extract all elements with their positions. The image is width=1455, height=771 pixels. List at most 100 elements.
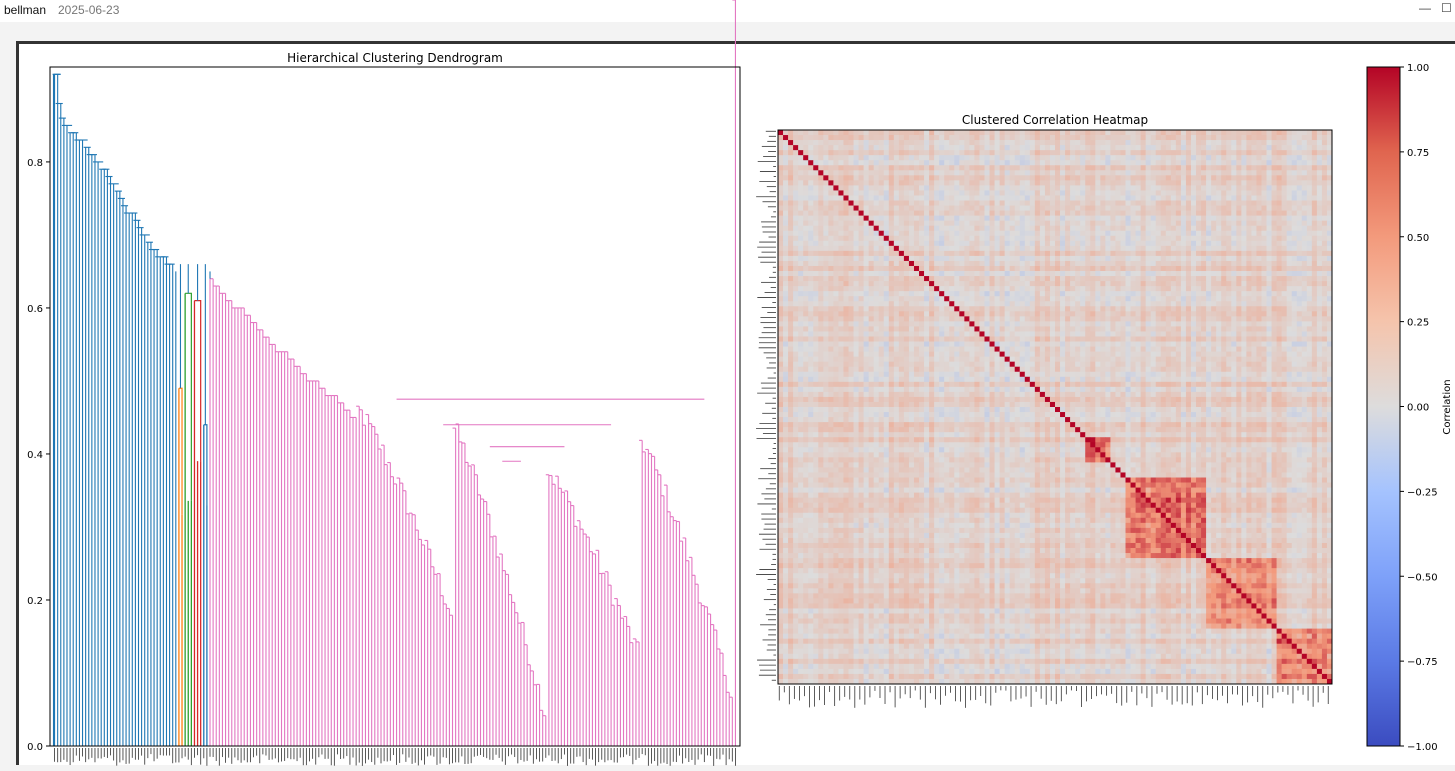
heatmap-cell xyxy=(858,245,864,252)
heatmap-cell xyxy=(783,205,789,211)
heatmap-cell xyxy=(1060,135,1066,141)
heatmap-cell xyxy=(823,145,829,151)
heatmap-cell xyxy=(1090,271,1096,277)
heatmap-cell xyxy=(1029,311,1036,317)
heatmap-cell xyxy=(898,255,905,262)
heatmap-cell xyxy=(863,286,869,292)
heatmap-cell xyxy=(919,130,925,136)
heatmap-cell xyxy=(1105,155,1111,161)
heatmap-cell xyxy=(1075,190,1081,196)
minimize-button[interactable]: — xyxy=(1419,1,1431,15)
heatmap-cell xyxy=(1029,155,1036,161)
heatmap-cell xyxy=(1170,180,1177,186)
heatmap-cell xyxy=(1221,291,1227,297)
heatmap-cell xyxy=(848,165,854,171)
heatmap-cell xyxy=(1070,220,1076,226)
heatmap-cell xyxy=(1095,230,1101,237)
heatmap-cell xyxy=(969,130,975,136)
heatmap-cell xyxy=(964,160,970,166)
heatmap-cell xyxy=(1044,250,1051,257)
heatmap-cell xyxy=(1256,170,1262,176)
heatmap-cell xyxy=(989,165,995,171)
heatmap-cell xyxy=(1100,215,1106,221)
heatmap-cell xyxy=(1201,145,1207,151)
heatmap-cell xyxy=(843,190,849,196)
heatmap-cell xyxy=(989,316,995,322)
heatmap-cell xyxy=(944,255,950,262)
heatmap-cell xyxy=(1075,140,1081,146)
heatmap-cell xyxy=(1120,170,1126,176)
heatmap-cell xyxy=(878,160,885,166)
heatmap-cell xyxy=(1271,220,1277,226)
heatmap-cell xyxy=(1039,175,1046,181)
heatmap-cell xyxy=(1221,210,1227,216)
heatmap-cell xyxy=(1100,220,1106,226)
heatmap-cell xyxy=(1236,210,1242,216)
heatmap-cell xyxy=(1271,240,1277,247)
heatmap-cell xyxy=(1231,150,1237,156)
heatmap-cell xyxy=(1110,255,1116,262)
heatmap-cell xyxy=(1311,255,1318,262)
heatmap-cell xyxy=(908,286,915,292)
heatmap-cell xyxy=(1004,296,1010,302)
heatmap-cell xyxy=(1286,311,1293,317)
heatmap-cell xyxy=(1180,271,1187,277)
heatmap-cell xyxy=(1185,276,1192,282)
heatmap-cell xyxy=(1009,225,1016,232)
heatmap-cell xyxy=(1276,301,1282,307)
heatmap-cell xyxy=(1261,276,1267,282)
heatmap-cell xyxy=(803,276,809,282)
heatmap-cell xyxy=(1130,155,1136,161)
heatmap-cell xyxy=(1251,265,1257,272)
heatmap-cell xyxy=(1140,210,1146,216)
heatmap-cell xyxy=(1044,230,1051,237)
heatmap-cell xyxy=(788,260,794,267)
heatmap-cell xyxy=(1075,296,1081,302)
heatmap-cell xyxy=(1055,210,1061,216)
heatmap-cell xyxy=(868,190,874,196)
heatmap-cell xyxy=(833,291,839,297)
heatmap-cell xyxy=(878,215,885,221)
heatmap-cell xyxy=(1145,200,1151,206)
heatmap-cell xyxy=(1070,210,1076,216)
heatmap-cell xyxy=(1221,321,1227,327)
heatmap-cell xyxy=(783,286,789,292)
heatmap-cell xyxy=(873,321,880,327)
heatmap-cell xyxy=(1095,195,1101,201)
maximize-button[interactable]: ☐ xyxy=(1441,1,1452,15)
heatmap-cell xyxy=(1160,230,1167,237)
heatmap-cell xyxy=(1276,155,1282,161)
heatmap-cell xyxy=(1316,165,1323,171)
heatmap-cell xyxy=(873,271,880,277)
heatmap-cell xyxy=(1286,185,1293,191)
heatmap-cell xyxy=(878,286,885,292)
heatmap-cell xyxy=(1165,296,1172,302)
heatmap-cell xyxy=(908,240,915,247)
heatmap-cell xyxy=(1241,250,1247,257)
heatmap-cell xyxy=(788,265,794,272)
heatmap-cell xyxy=(1130,135,1136,141)
heatmap-cell xyxy=(828,286,834,292)
heatmap-cell xyxy=(949,195,955,201)
heatmap-cell xyxy=(823,311,829,317)
heatmap-cell xyxy=(1185,160,1192,166)
heatmap-cell xyxy=(1060,165,1066,171)
heatmap-cell xyxy=(974,240,980,247)
heatmap-cell xyxy=(944,220,950,226)
heatmap-cell xyxy=(1160,170,1167,176)
heatmap-cell xyxy=(1034,165,1041,171)
heatmap-cell xyxy=(888,225,895,232)
heatmap-cell xyxy=(1110,281,1116,287)
heatmap-cell xyxy=(1291,155,1298,161)
heatmap-cell xyxy=(813,316,819,322)
heatmap-cell xyxy=(793,316,799,322)
heatmap-cell xyxy=(803,321,809,327)
heatmap-cell xyxy=(1120,240,1126,247)
heatmap-cell xyxy=(833,145,839,151)
heatmap-cell xyxy=(1160,135,1167,141)
heatmap-cell xyxy=(1170,135,1177,141)
heatmap-cell xyxy=(934,165,940,171)
heatmap-cell xyxy=(929,271,935,277)
heatmap-cell xyxy=(1276,306,1282,312)
heatmap-cell xyxy=(979,225,985,232)
